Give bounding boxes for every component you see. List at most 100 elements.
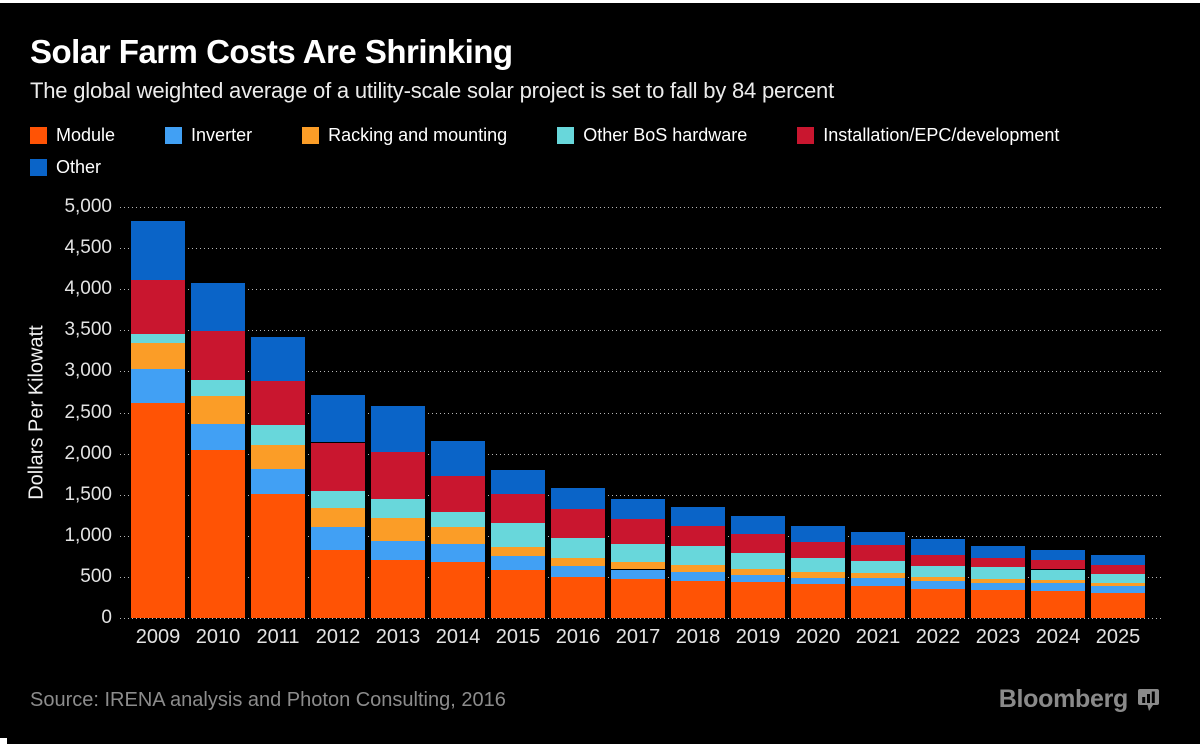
bar-segment-2013-inverter — [371, 541, 425, 560]
bar-segment-2019-module — [731, 582, 785, 618]
bar-segment-2022-installation-epc-development — [911, 555, 965, 566]
x-tick-label-2021: 2021 — [855, 626, 901, 648]
bar-segment-2017-installation-epc-development — [611, 518, 665, 545]
bar-segment-2018-other-bos-hardware — [671, 546, 725, 565]
bar-segment-2025-other-bos-hardware — [1091, 574, 1145, 584]
bar-segment-2022-racking-and-mounting — [911, 577, 965, 582]
legend-label-other: Other — [56, 157, 102, 177]
y-tick-label-500: 500 — [80, 565, 112, 587]
bar-segment-2013-other — [371, 405, 425, 452]
x-tick-label-2023: 2023 — [975, 626, 1021, 648]
bar-segment-2023-inverter — [971, 582, 1025, 591]
gridline-3000 — [120, 371, 1163, 373]
gridline-2500 — [120, 412, 1163, 414]
bar-segment-2018-module — [671, 581, 725, 618]
bar-segment-2025-installation-epc-development — [1091, 565, 1145, 575]
legend-item-installation-epc-development: Installation/EPC/development — [797, 125, 1059, 146]
bar-segment-2021-module — [851, 585, 905, 618]
bar-segment-2009-other-bos-hardware — [131, 333, 185, 344]
x-tick-label-2017: 2017 — [615, 626, 661, 648]
bar-segment-2013-module — [371, 559, 425, 618]
bar-segment-2022-inverter — [911, 581, 965, 590]
bar-segment-2011-other-bos-hardware — [251, 424, 305, 445]
y-tick-label-1000: 1,000 — [64, 524, 112, 546]
bar-segment-2014-module — [431, 562, 485, 618]
bar-segment-2011-inverter — [251, 468, 305, 495]
bottom-left-corner-mark — [0, 738, 7, 744]
bloomberg-logo: Bloomberg — [999, 685, 1160, 714]
bar-segment-2012-other-bos-hardware — [311, 490, 365, 509]
y-tick-label-3000: 3,000 — [64, 360, 112, 382]
bar-segment-2010-module — [191, 449, 245, 618]
chart-subtitle: The global weighted average of a utility… — [30, 78, 834, 103]
y-tick-label-1500: 1,500 — [64, 483, 112, 505]
bar-segment-2012-module — [311, 549, 365, 618]
gridline-2000 — [120, 453, 1163, 455]
bar-segment-2023-module — [971, 590, 1025, 618]
x-tick-label-2011: 2011 — [256, 626, 300, 648]
bar-segment-2024-module — [1031, 590, 1085, 618]
bar-segment-2018-installation-epc-development — [671, 525, 725, 547]
bar-segment-2014-other — [431, 440, 485, 477]
bar-segment-2023-racking-and-mounting — [971, 578, 1025, 583]
legend-swatch-inverter — [165, 127, 183, 144]
y-tick-label-3500: 3,500 — [64, 319, 112, 341]
bar-segment-2022-module — [911, 589, 965, 618]
bloomberg-terminal-icon — [1138, 688, 1159, 711]
bar-segment-2017-other-bos-hardware — [611, 544, 665, 562]
bar-segment-2016-module — [551, 576, 605, 618]
top-border-rule — [0, 0, 1200, 3]
legend-item-module: Module — [30, 125, 115, 146]
bar-segment-2013-racking-and-mounting — [371, 518, 425, 542]
x-tick-label-2012: 2012 — [315, 626, 361, 648]
bar-segment-2021-installation-epc-development — [851, 545, 905, 561]
bar-segment-2014-inverter — [431, 544, 485, 563]
bar-segment-2009-inverter — [131, 368, 185, 403]
legend-swatch-installation-epc-development — [797, 127, 815, 144]
bar-segment-2011-racking-and-mounting — [251, 444, 305, 469]
bar-segment-2019-other — [731, 516, 785, 535]
bar-segment-2013-installation-epc-development — [371, 451, 425, 499]
bar-segment-2011-installation-epc-development — [251, 380, 305, 425]
legend-label-other-bos-hardware: Other BoS hardware — [583, 125, 748, 145]
bar-segment-2016-inverter — [551, 566, 605, 577]
gridline-4000 — [120, 289, 1163, 291]
legend-item-inverter: Inverter — [165, 125, 252, 146]
bloomberg-wordmark: Bloomberg — [998, 685, 1129, 713]
bar-segment-2011-other — [251, 336, 305, 381]
bar-segment-2020-other — [791, 525, 845, 542]
legend-item-racking-and-mounting: Racking and mounting — [302, 125, 507, 146]
bar-segment-2015-module — [491, 570, 545, 618]
bar-segment-2009-racking-and-mounting — [131, 343, 185, 369]
legend-label-installation-epc-development: Installation/EPC/development — [823, 125, 1060, 145]
bar-segment-2025-racking-and-mounting — [1091, 583, 1145, 587]
bar-segment-2017-other — [611, 498, 665, 519]
legend-row-2: Other — [30, 157, 1059, 178]
gridline-5000 — [120, 207, 1163, 208]
bar-segment-2010-other — [191, 282, 245, 332]
bar-segment-2015-inverter — [491, 556, 545, 571]
bar-segment-2010-installation-epc-development — [191, 331, 245, 380]
legend: Module Inverter Racking and mounting Other … — [30, 125, 1059, 189]
gridline-0 — [120, 618, 1163, 619]
bar-segment-2016-installation-epc-development — [551, 509, 605, 539]
bar-segment-2024-other — [1031, 549, 1085, 561]
bar-segment-2010-other-bos-hardware — [191, 379, 245, 397]
bar-segment-2018-racking-and-mounting — [671, 564, 725, 572]
bar-segment-2020-inverter — [791, 577, 845, 585]
bar-segment-2015-installation-epc-development — [491, 493, 545, 524]
bar-segment-2017-module — [611, 578, 665, 618]
bar-segment-2017-racking-and-mounting — [611, 561, 665, 570]
bar-segment-2015-other-bos-hardware — [491, 523, 545, 547]
bar-segment-2017-inverter — [611, 569, 665, 579]
bar-segment-2020-racking-and-mounting — [791, 572, 845, 578]
legend-item-other: Other — [30, 157, 101, 178]
source-note: Source: IRENA analysis and Photon Consul… — [30, 689, 506, 711]
gridline-3500 — [120, 330, 1163, 332]
x-tick-label-2020: 2020 — [795, 626, 841, 648]
bar-segment-2014-other-bos-hardware — [431, 511, 485, 527]
bar-segment-2021-other — [851, 532, 905, 546]
bar-segment-2010-racking-and-mounting — [191, 396, 245, 424]
gridline-4500 — [120, 248, 1163, 250]
bar-segment-2014-racking-and-mounting — [431, 526, 485, 545]
